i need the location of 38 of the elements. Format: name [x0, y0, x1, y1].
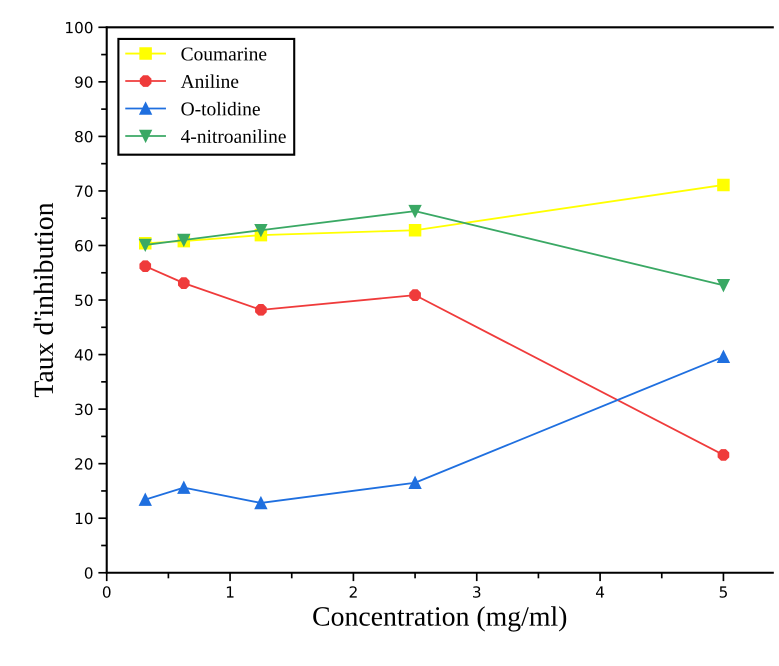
y-tick-label: 80	[75, 130, 93, 142]
x-tick-label: 1	[226, 586, 234, 598]
y-tick-label: 40	[74, 349, 93, 361]
x-tick-label: 3	[473, 586, 480, 598]
point	[717, 279, 730, 292]
point	[139, 260, 152, 272]
point	[178, 277, 190, 289]
y-tick-label: 100	[66, 22, 93, 34]
y-tick-label: 60	[75, 240, 93, 252]
point	[255, 304, 267, 316]
y-tick-label: 50	[75, 294, 93, 306]
y-tick-label: 70	[75, 185, 93, 197]
legend-label: 4-nitroaniline	[180, 129, 286, 143]
x-tick-label: 4	[596, 586, 604, 598]
legend-label: Coumarine	[181, 47, 266, 61]
point	[178, 481, 190, 494]
point	[408, 204, 422, 218]
point	[254, 224, 268, 236]
point	[139, 493, 152, 506]
x-tick-label: 0	[102, 586, 111, 598]
y-tick-label: 0	[84, 567, 93, 579]
point	[408, 224, 422, 236]
y-tick-label: 20	[75, 458, 93, 470]
legend-label: O-tolidine	[181, 102, 260, 116]
point	[409, 289, 421, 301]
x-axis-title: Concentration (mg/ml)	[313, 606, 566, 632]
point	[718, 449, 730, 461]
x-tick-label: 5	[720, 586, 727, 598]
point	[717, 178, 730, 192]
y-tick-label: 90	[75, 76, 93, 88]
point	[408, 476, 422, 490]
point	[717, 350, 730, 364]
y-tick-label: 30	[75, 404, 93, 416]
x-tick-label: 2	[350, 586, 357, 598]
point	[254, 496, 268, 510]
y-tick-label: 10	[76, 512, 93, 524]
y-axis-title: Taux d'inhibution	[34, 202, 54, 398]
legend-label: Aniline	[180, 74, 238, 88]
